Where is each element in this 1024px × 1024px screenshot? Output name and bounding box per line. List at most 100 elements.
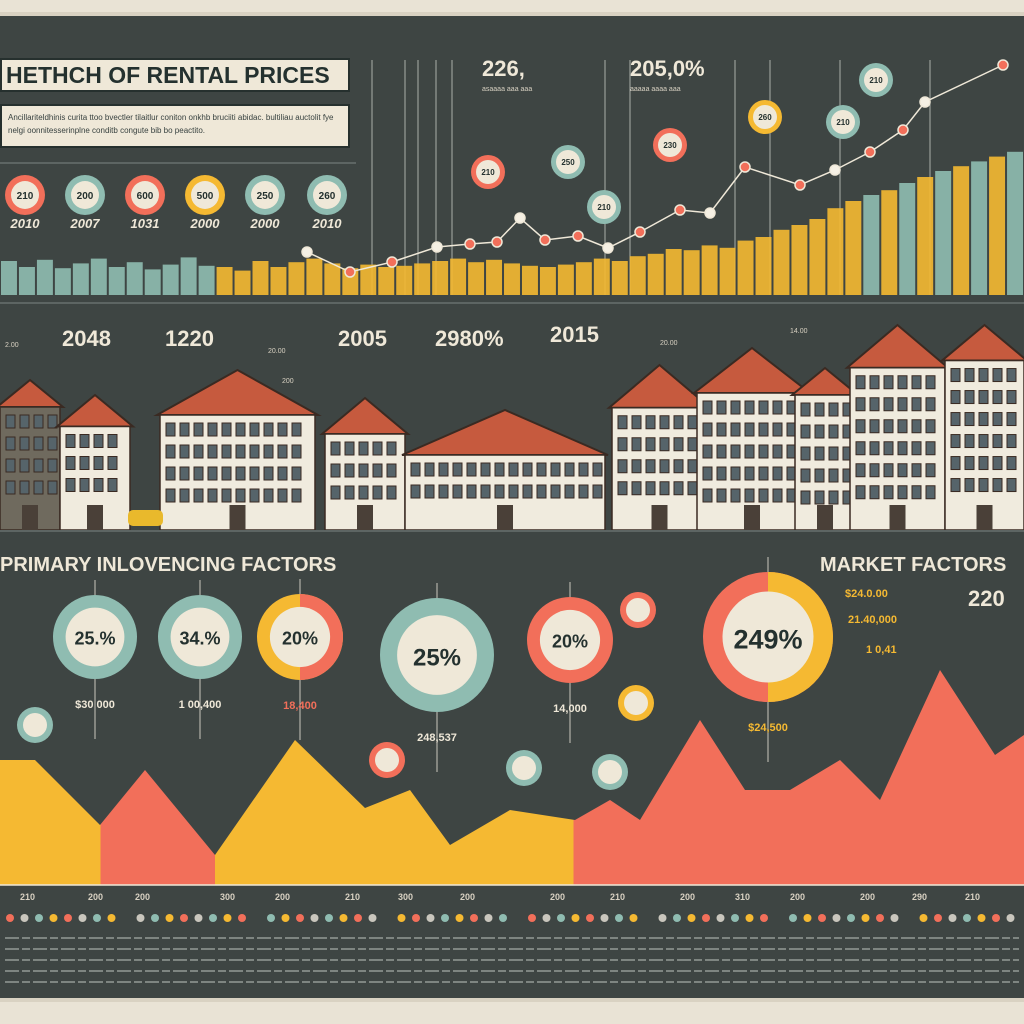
circle-year: 2000 (190, 216, 220, 231)
house-window (79, 434, 90, 448)
house-window (550, 484, 561, 499)
bar (216, 267, 233, 295)
house-window (800, 490, 811, 505)
house-window (869, 485, 880, 500)
legend-dot (571, 914, 580, 922)
year-label: 2980% (435, 326, 504, 351)
bar (252, 261, 269, 295)
house-window (744, 400, 755, 415)
bar (917, 177, 934, 295)
value-circle-inner (71, 181, 99, 209)
house-window (730, 466, 741, 481)
house-window (291, 422, 302, 437)
house-window (828, 402, 839, 417)
house-window (235, 444, 246, 459)
legend-dot (194, 914, 203, 922)
bar (360, 264, 377, 295)
legend-dot (861, 914, 870, 922)
house-window (716, 488, 727, 503)
donut-sub: 248,537 (417, 732, 457, 744)
house-window (508, 484, 519, 499)
donut-sub: 18,400 (283, 700, 317, 712)
small-circle-inner (23, 713, 47, 737)
house-window (869, 375, 880, 390)
marker-circle-inner (476, 160, 500, 184)
legend-dot (35, 914, 43, 922)
legend-dot (615, 914, 623, 922)
legend-dot (687, 914, 696, 922)
house-window (855, 375, 866, 390)
house-window (386, 441, 397, 456)
house-window (466, 484, 477, 499)
house-window (578, 462, 589, 477)
donut-center (170, 607, 230, 667)
legend-dot (412, 914, 420, 922)
house-window (65, 434, 76, 448)
year-label: 2015 (550, 322, 599, 347)
legend-dot (151, 914, 159, 922)
house-window (744, 422, 755, 437)
circle-year: 2010 (312, 216, 342, 231)
circle-value: 260 (319, 191, 336, 202)
legend-dot (325, 914, 333, 922)
house-window (828, 468, 839, 483)
house-window (249, 422, 260, 437)
line-point (431, 241, 443, 253)
legend-dot (977, 914, 986, 922)
tick-label: 200 (790, 892, 806, 902)
house-window (925, 463, 936, 478)
house-window (207, 488, 218, 503)
bar (575, 262, 592, 295)
bar (396, 265, 413, 295)
house-window (65, 478, 76, 492)
bar (432, 261, 449, 295)
donut-sub: 14,000 (553, 703, 587, 715)
house-window (631, 437, 642, 452)
house-window (263, 422, 274, 437)
line-point (602, 242, 614, 254)
legend-dot (441, 914, 449, 922)
house-window (925, 397, 936, 412)
bar (521, 265, 538, 295)
house-window (883, 419, 894, 434)
house-window (883, 485, 894, 500)
house-window (263, 488, 274, 503)
house-window (911, 375, 922, 390)
legend-dot (78, 914, 87, 922)
house-window (480, 484, 491, 499)
bar (18, 267, 35, 295)
house-window (911, 419, 922, 434)
line-point (919, 96, 931, 108)
house-window (221, 488, 232, 503)
bar (665, 249, 682, 295)
house-window (730, 422, 741, 437)
house-window (911, 463, 922, 478)
house-window (800, 402, 811, 417)
house-window (47, 414, 58, 429)
house-window (950, 456, 961, 471)
legend-dot (64, 914, 72, 922)
house-window (800, 446, 811, 461)
legend-dot (455, 914, 464, 922)
donut-value: 25% (413, 644, 461, 671)
house-window (179, 422, 190, 437)
house-window (107, 434, 118, 448)
house-roof (319, 396, 411, 435)
house-window (410, 484, 421, 499)
marker-value: 210 (869, 76, 883, 85)
house-window (1006, 456, 1017, 471)
market-factors-title: MARKET FACTORS (820, 554, 1007, 576)
house-window (5, 414, 16, 429)
house-window (249, 488, 260, 503)
house-door (744, 505, 760, 530)
line-point (464, 238, 476, 250)
line-point (572, 230, 584, 242)
house-roof (401, 408, 609, 456)
house-window (19, 414, 30, 429)
house-window (702, 488, 713, 503)
house-window (47, 458, 58, 473)
house-window (828, 446, 839, 461)
house-window (179, 466, 190, 481)
market-stat: 220 (968, 586, 1005, 611)
